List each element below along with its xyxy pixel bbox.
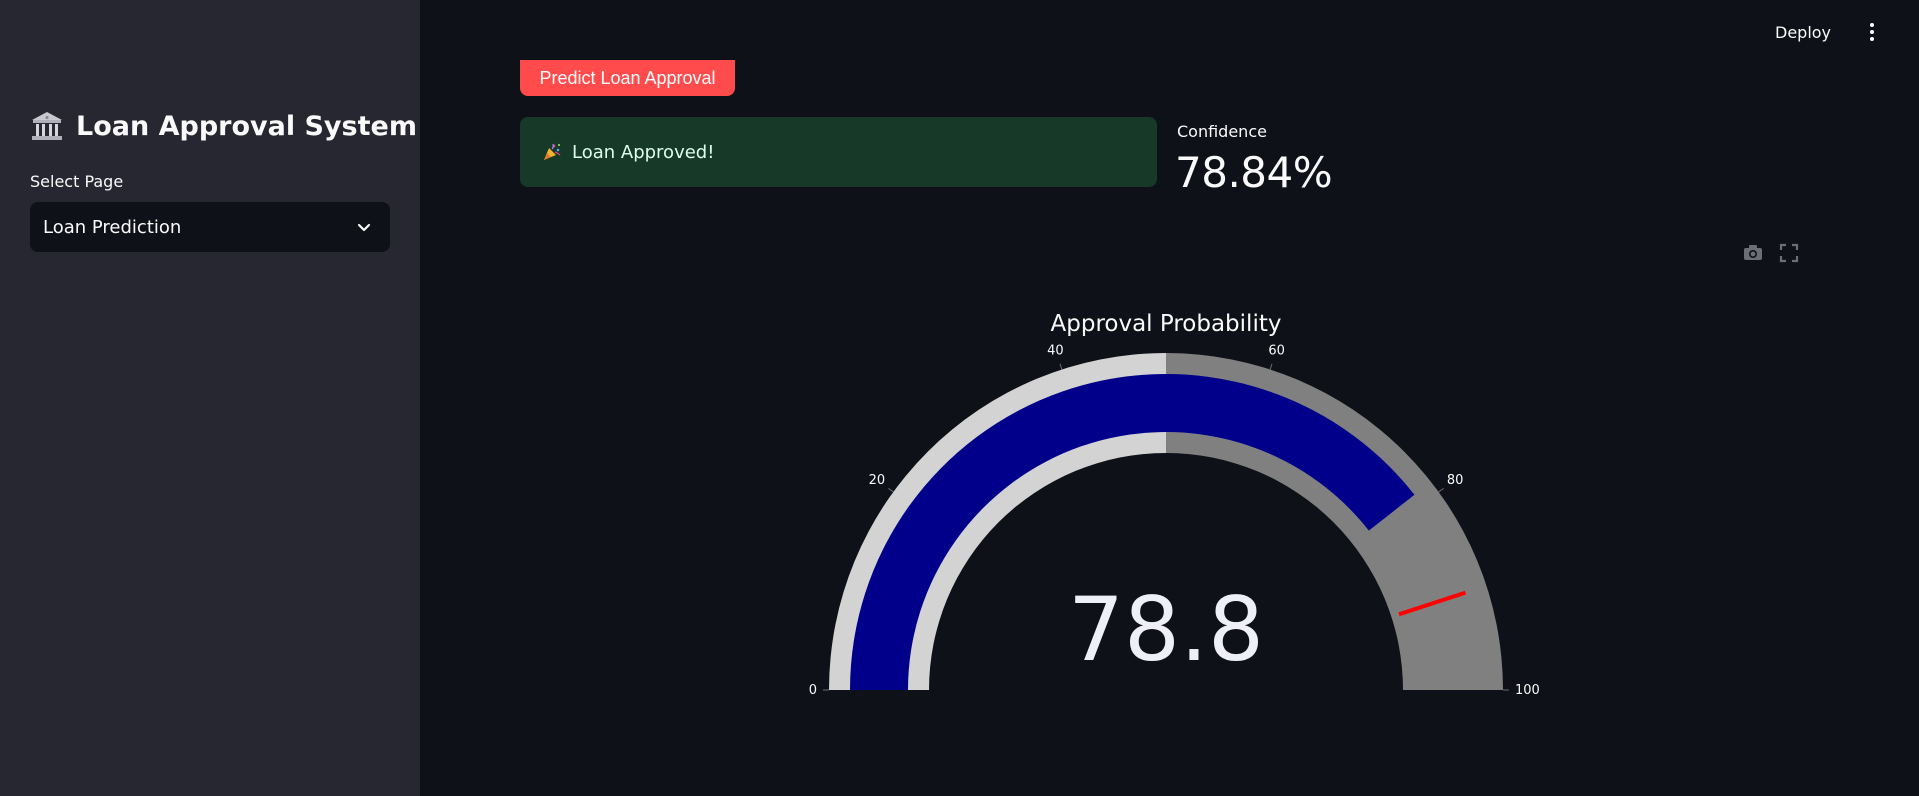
gauge-tick-label-40: 40	[1047, 343, 1064, 358]
main-menu-icon[interactable]	[1860, 18, 1884, 46]
gauge-value: 78.8	[1068, 578, 1264, 681]
confidence-label: Confidence	[1177, 122, 1267, 141]
gauge-value-bar	[850, 373, 1415, 690]
confidence-value: 78.84%	[1175, 148, 1333, 197]
bank-icon	[32, 112, 62, 140]
camera-icon[interactable]	[1742, 242, 1764, 264]
gauge-title: Approval Probability	[1051, 311, 1282, 337]
gauge-tick-mark-20	[888, 487, 894, 493]
gauge-ticks: 0 20 40 60 80 100	[809, 343, 1540, 698]
sidebar-title: Loan Approval System	[30, 110, 417, 142]
party-popper-icon	[544, 143, 561, 160]
gauge-tick-label-100: 100	[1515, 683, 1540, 698]
gauge-threshold-group	[1398, 590, 1467, 617]
gauge-tick-mark-80	[1438, 487, 1444, 493]
page-select[interactable]: Loan Prediction	[30, 202, 390, 252]
deploy-button[interactable]: Deploy	[1775, 22, 1832, 42]
sidebar-title-text: Loan Approval System	[76, 110, 417, 142]
gauge-tick-label-0: 0	[809, 683, 817, 698]
predict-loan-approval-button[interactable]: Predict Loan Approval	[520, 60, 735, 96]
gauge-tick-mark-60	[1269, 363, 1273, 370]
gauge-tick-label-20: 20	[869, 473, 886, 488]
gauge-tick-label-60: 60	[1268, 343, 1285, 358]
fullscreen-icon[interactable]	[1778, 242, 1800, 264]
page-select-value: Loan Prediction	[43, 216, 182, 238]
gauge-tick-mark-40	[1059, 363, 1063, 370]
chart-modebar	[1742, 242, 1800, 264]
success-alert: Loan Approved!	[520, 117, 1157, 187]
gauge-bar-group	[850, 373, 1415, 690]
gauge-threshold-line	[1398, 590, 1467, 617]
sidebar: Loan Approval System Select Page Loan Pr…	[0, 0, 420, 796]
chevron-down-icon	[357, 223, 371, 232]
success-message: Loan Approved!	[572, 141, 715, 163]
gauge-tick-label-80: 80	[1447, 473, 1464, 488]
select-page-label: Select Page	[30, 172, 124, 191]
